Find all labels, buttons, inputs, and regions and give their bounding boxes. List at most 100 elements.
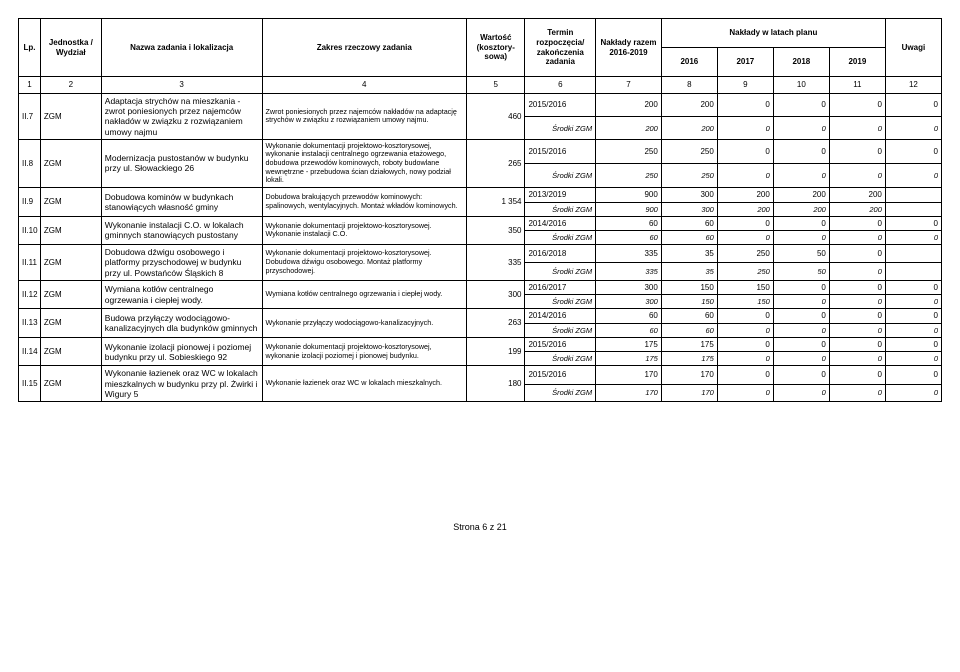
- cell-value: 300: [467, 280, 525, 309]
- cell-2016: 60: [661, 309, 717, 324]
- cell-sub-2019: 0: [829, 117, 885, 139]
- cell-sub-2019: 0: [829, 231, 885, 245]
- cell-2016: 60: [661, 216, 717, 231]
- cell-2019: 0: [829, 337, 885, 352]
- table-row: II.7ZGMAdaptacja strychów na mieszkania …: [19, 94, 942, 117]
- cell-sub-label: Środki ZGM: [525, 352, 596, 366]
- cell-sub-sum: 175: [596, 352, 662, 366]
- cell-2017: 0: [717, 139, 773, 164]
- cell-sub-2018: 0: [773, 323, 829, 337]
- col-sum: Nakłady razem 2016-2019: [596, 19, 662, 77]
- col-value: Wartość (kosztory-sowa): [467, 19, 525, 77]
- cell-sub-2016: 300: [661, 202, 717, 216]
- cell-2019: 0: [829, 139, 885, 164]
- cell-2017: 200: [717, 187, 773, 202]
- cell-sub-label: Środki ZGM: [525, 323, 596, 337]
- cell-task-name: Dobudowa dźwigu osobowego i platformy pr…: [101, 245, 262, 281]
- cell-2017: 0: [717, 216, 773, 231]
- cell-lp: II.7: [19, 94, 41, 140]
- cell-2017: 0: [717, 309, 773, 324]
- cell-sub-label: Środki ZGM: [525, 384, 596, 401]
- cell-sum: 175: [596, 337, 662, 352]
- cell-sub-note: 0: [885, 295, 941, 309]
- cell-sub-sum: 335: [596, 263, 662, 280]
- column-number: 12: [885, 77, 941, 94]
- cell-sub-sum: 60: [596, 323, 662, 337]
- cell-value: 335: [467, 245, 525, 281]
- cell-sub-2017: 0: [717, 323, 773, 337]
- col-notes: Uwagi: [885, 19, 941, 77]
- cell-lp: II.9: [19, 187, 41, 216]
- cell-sub-note: 0: [885, 164, 941, 188]
- cell-2018: 0: [773, 366, 829, 384]
- cell-sum: 200: [596, 94, 662, 117]
- cell-2016: 200: [661, 94, 717, 117]
- col-2016: 2016: [661, 48, 717, 77]
- column-number: 5: [467, 77, 525, 94]
- cell-2019: 0: [829, 280, 885, 295]
- column-number: 7: [596, 77, 662, 94]
- cell-2018: 0: [773, 139, 829, 164]
- cell-2017: 0: [717, 94, 773, 117]
- col-unit: Jednostka / Wydział: [40, 19, 101, 77]
- cell-task-name: Wykonanie instalacji C.O. w lokalach gmi…: [101, 216, 262, 245]
- cell-task-scope: Wykonanie przyłączy wodociągowo-kanaliza…: [262, 309, 467, 338]
- cell-2019: 0: [829, 366, 885, 384]
- column-number: 1: [19, 77, 41, 94]
- cell-sub-2019: 0: [829, 164, 885, 188]
- cell-unit: ZGM: [40, 280, 101, 309]
- cell-note: 0: [885, 309, 941, 324]
- cell-sub-2017: 0: [717, 352, 773, 366]
- cell-2017: 0: [717, 366, 773, 384]
- cell-sub-2016: 200: [661, 117, 717, 139]
- cell-2018: 0: [773, 309, 829, 324]
- cell-sub-label: Środki ZGM: [525, 164, 596, 188]
- cell-2019: 0: [829, 94, 885, 117]
- table-head: Lp. Jednostka / Wydział Nazwa zadania i …: [19, 19, 942, 94]
- cell-task-name: Wymiana kotłów centralnego ogrzewania i …: [101, 280, 262, 309]
- cell-sub-sum: 900: [596, 202, 662, 216]
- cell-sub-note: [885, 202, 941, 216]
- cell-lp: II.8: [19, 139, 41, 187]
- cell-sub-note: 0: [885, 117, 941, 139]
- plan-table: Lp. Jednostka / Wydział Nazwa zadania i …: [18, 18, 942, 402]
- table-row: II.11ZGMDobudowa dźwigu osobowego i plat…: [19, 245, 942, 263]
- cell-sub-sum: 170: [596, 384, 662, 401]
- cell-sum: 60: [596, 216, 662, 231]
- cell-2018: 50: [773, 245, 829, 263]
- cell-sub-2017: 250: [717, 263, 773, 280]
- cell-2016: 170: [661, 366, 717, 384]
- col-years-group: Nakłady w latach planu: [661, 19, 885, 48]
- cell-sum: 60: [596, 309, 662, 324]
- cell-task-name: Modernizacja pustostanów w budynku przy …: [101, 139, 262, 187]
- cell-lp: II.12: [19, 280, 41, 309]
- table-row: II.12ZGMWymiana kotłów centralnego ogrze…: [19, 280, 942, 295]
- cell-sub-label: Środki ZGM: [525, 231, 596, 245]
- cell-sub-2019: 200: [829, 202, 885, 216]
- cell-note: 0: [885, 139, 941, 164]
- cell-term: 2014/2016: [525, 216, 596, 231]
- cell-value: 460: [467, 94, 525, 140]
- cell-term: 2015/2016: [525, 94, 596, 117]
- cell-2019: 0: [829, 245, 885, 263]
- page-footer: Strona 6 z 21: [18, 522, 942, 532]
- cell-sub-sum: 250: [596, 164, 662, 188]
- cell-sub-note: 0: [885, 384, 941, 401]
- cell-note: 0: [885, 280, 941, 295]
- cell-task-scope: Wykonanie łazienek oraz WC w lokalach mi…: [262, 366, 467, 402]
- cell-lp: II.10: [19, 216, 41, 245]
- cell-sub-2017: 0: [717, 384, 773, 401]
- cell-term: 2014/2016: [525, 309, 596, 324]
- cell-2019: 0: [829, 216, 885, 231]
- column-number: 11: [829, 77, 885, 94]
- cell-sub-label: Środki ZGM: [525, 263, 596, 280]
- cell-2016: 250: [661, 139, 717, 164]
- cell-sub-2017: 0: [717, 231, 773, 245]
- table-row: II.9ZGMDobudowa kominów w budynkach stan…: [19, 187, 942, 202]
- cell-sub-2018: 0: [773, 117, 829, 139]
- cell-task-scope: Wykonanie dokumentacji projektowo-koszto…: [262, 216, 467, 245]
- cell-sub-2018: 0: [773, 352, 829, 366]
- table-row: II.15ZGMWykonanie łazienek oraz WC w lok…: [19, 366, 942, 384]
- table-row: II.13ZGMBudowa przyłączy wodociągowo-kan…: [19, 309, 942, 324]
- cell-lp: II.11: [19, 245, 41, 281]
